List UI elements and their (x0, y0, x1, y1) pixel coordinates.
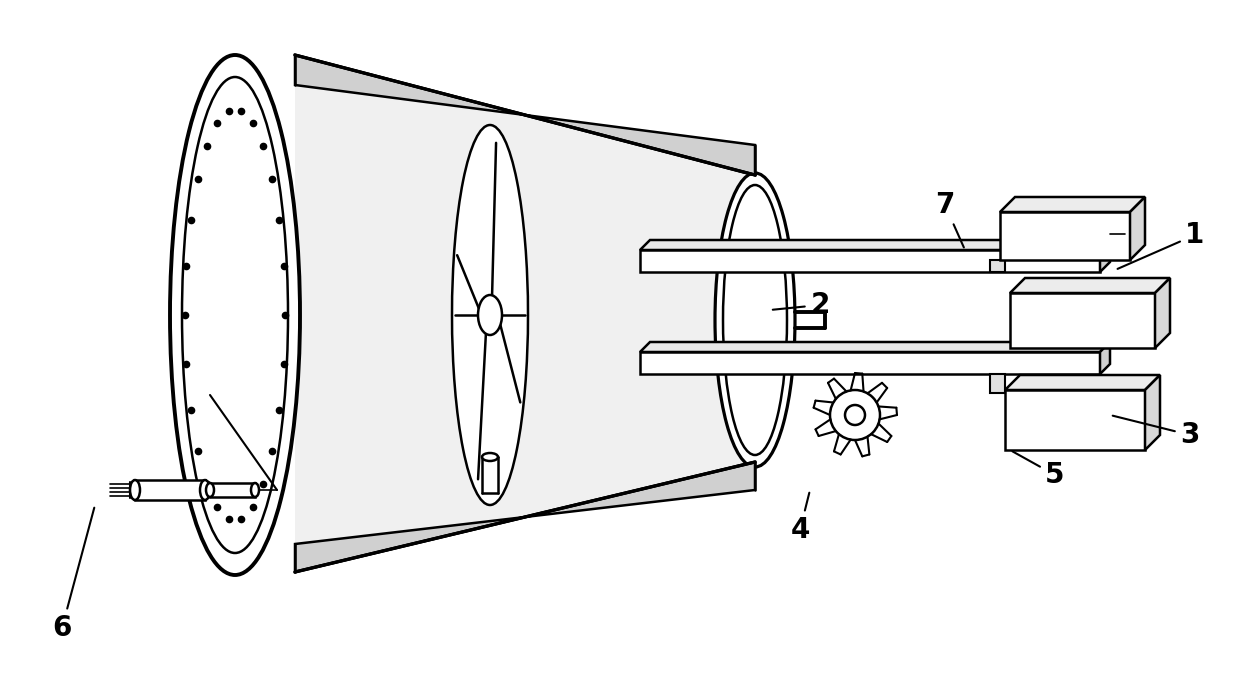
Polygon shape (1011, 278, 1171, 293)
Polygon shape (640, 342, 1110, 352)
Text: 1: 1 (1117, 221, 1204, 269)
Text: 5: 5 (1012, 452, 1065, 489)
Ellipse shape (482, 453, 498, 461)
Polygon shape (210, 483, 255, 497)
Text: 6: 6 (52, 508, 94, 642)
Text: 2: 2 (773, 291, 830, 319)
Polygon shape (1004, 390, 1145, 450)
Ellipse shape (206, 483, 215, 497)
Polygon shape (640, 240, 1110, 250)
Polygon shape (1004, 375, 1159, 390)
Polygon shape (1145, 375, 1159, 450)
Ellipse shape (477, 295, 502, 335)
Polygon shape (482, 457, 498, 493)
Polygon shape (295, 55, 755, 572)
Polygon shape (999, 197, 1145, 212)
Ellipse shape (170, 55, 300, 575)
Text: 7: 7 (935, 191, 963, 248)
Polygon shape (640, 352, 1100, 374)
Polygon shape (295, 462, 755, 572)
Ellipse shape (453, 125, 528, 505)
Polygon shape (1011, 293, 1154, 348)
Ellipse shape (250, 483, 259, 497)
Circle shape (844, 405, 866, 425)
Polygon shape (640, 250, 1100, 272)
Ellipse shape (200, 480, 210, 500)
Text: 3: 3 (1112, 416, 1199, 449)
Ellipse shape (715, 173, 795, 467)
Ellipse shape (130, 480, 140, 500)
Polygon shape (999, 212, 1130, 260)
Polygon shape (135, 480, 205, 500)
Polygon shape (1100, 240, 1110, 272)
Polygon shape (295, 55, 755, 175)
Polygon shape (1100, 342, 1110, 374)
Polygon shape (990, 374, 1004, 393)
Polygon shape (990, 260, 1004, 272)
Polygon shape (1154, 278, 1171, 348)
Polygon shape (1130, 197, 1145, 260)
Circle shape (830, 390, 880, 440)
Text: 4: 4 (790, 493, 810, 544)
